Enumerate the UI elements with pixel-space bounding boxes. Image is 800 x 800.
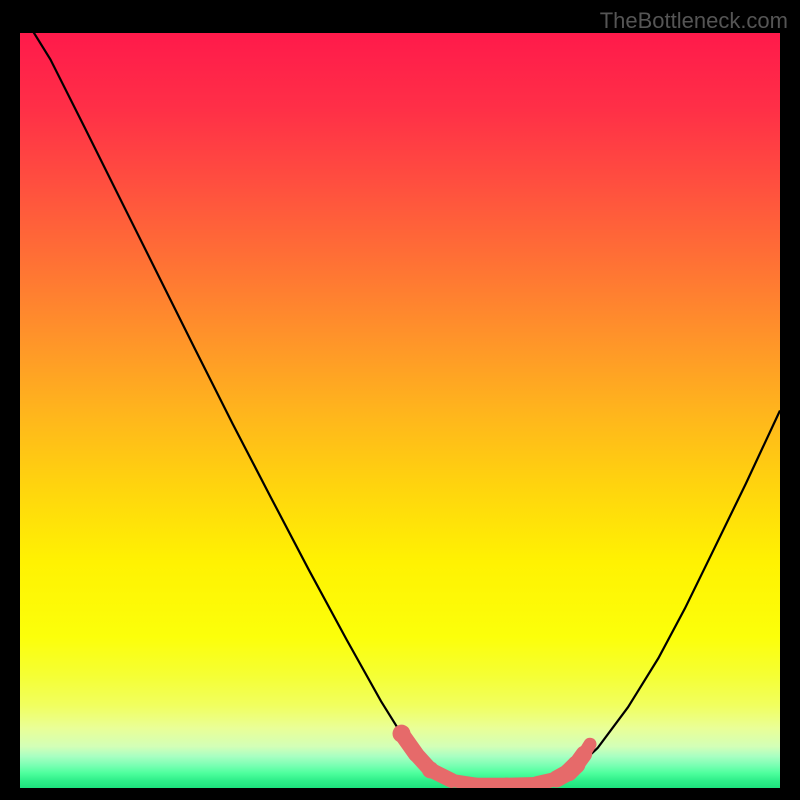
watermark-text: TheBottleneck.com <box>600 8 788 34</box>
bottleneck-curve <box>20 33 780 785</box>
plot-area <box>20 33 780 788</box>
highlighted-segment <box>393 725 596 788</box>
plot-curves <box>20 33 780 788</box>
chart-frame: TheBottleneck.com <box>0 0 800 800</box>
